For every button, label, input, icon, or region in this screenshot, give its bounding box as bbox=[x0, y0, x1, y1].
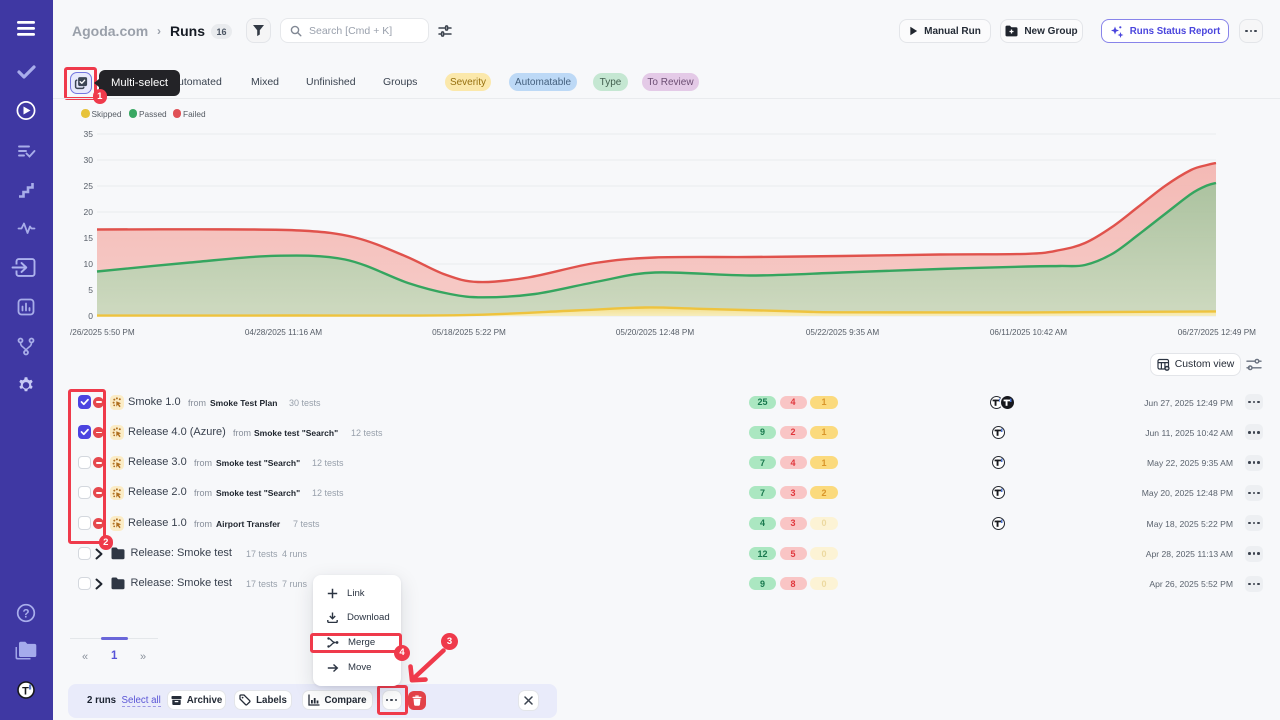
svg-text:05/22/2025 9:35 AM: 05/22/2025 9:35 AM bbox=[806, 328, 879, 337]
svg-text:05/18/2025 5:22 PM: 05/18/2025 5:22 PM bbox=[432, 328, 506, 337]
svg-text:5: 5 bbox=[88, 285, 93, 295]
svg-text:04/28/2025 11:16 AM: 04/28/2025 11:16 AM bbox=[245, 328, 322, 337]
svg-text:0: 0 bbox=[88, 311, 93, 321]
svg-text:25: 25 bbox=[84, 181, 94, 191]
svg-text:/26/2025 5:50 PM: /26/2025 5:50 PM bbox=[70, 328, 135, 337]
svg-text:10: 10 bbox=[84, 259, 94, 269]
svg-text:20: 20 bbox=[84, 207, 94, 217]
svg-text:T: T bbox=[22, 686, 29, 698]
svg-text:35: 35 bbox=[84, 129, 94, 139]
svg-text:06/11/2025 10:42 AM: 06/11/2025 10:42 AM bbox=[990, 328, 1067, 337]
svg-text:15: 15 bbox=[84, 233, 94, 243]
svg-text:?: ? bbox=[22, 609, 29, 621]
svg-text:05/20/2025 12:48 PM: 05/20/2025 12:48 PM bbox=[616, 328, 694, 337]
svg-text:06/27/2025 12:49 PM: 06/27/2025 12:49 PM bbox=[1178, 328, 1256, 337]
svg-text:30: 30 bbox=[84, 155, 94, 165]
